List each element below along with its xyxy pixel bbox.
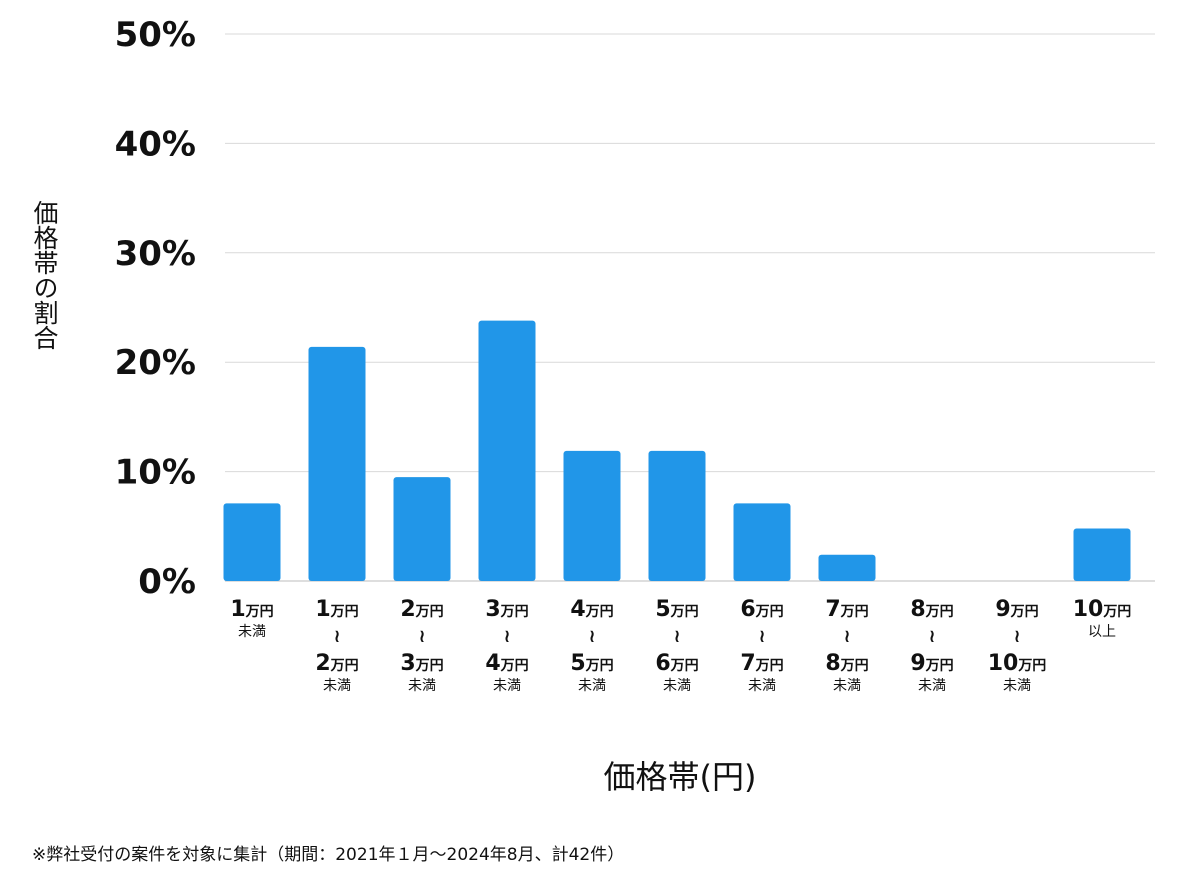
x-tick-label: 2万円 <box>315 651 358 676</box>
bar <box>223 503 281 581</box>
y-tick-label: 10% <box>115 453 196 493</box>
bar <box>308 346 366 581</box>
x-tick-label: 1万円 <box>230 597 273 622</box>
x-tick-label: 4万円 <box>485 651 528 676</box>
x-tick-tilde: ≀ <box>589 626 596 647</box>
x-tick-note: 未満 <box>323 678 351 694</box>
x-tick-note: 未満 <box>408 678 436 694</box>
x-tick-note: 未満 <box>833 678 861 694</box>
x-tick-tilde: ≀ <box>674 626 681 647</box>
x-tick-label: 10万円 <box>988 651 1047 676</box>
x-tick-note: 未満 <box>918 678 946 694</box>
bar <box>818 554 876 581</box>
bar <box>478 320 536 581</box>
x-tick-label: 7万円 <box>740 651 783 676</box>
x-tick-label: 1万円 <box>315 597 358 622</box>
bar <box>648 450 706 581</box>
bar <box>563 450 621 581</box>
x-tick-note: 未満 <box>238 624 266 640</box>
footnote: ※弊社受付の案件を対象に集計（期間：2021年１月～2024年8月、計42件） <box>32 845 625 865</box>
x-tick-label: 5万円 <box>570 651 613 676</box>
x-tick-label: 3万円 <box>485 597 528 622</box>
x-tick-tilde: ≀ <box>334 626 341 647</box>
x-tick-note: 以上 <box>1088 624 1116 640</box>
x-tick-note: 未満 <box>578 678 606 694</box>
x-tick-note: 未満 <box>493 678 521 694</box>
x-tick-label: 9万円 <box>910 651 953 676</box>
y-axis-label: 価格帯の割合 <box>30 200 59 350</box>
x-tick-label: 6万円 <box>740 597 783 622</box>
y-tick-label: 20% <box>115 343 196 383</box>
x-tick-tilde: ≀ <box>844 626 851 647</box>
bar <box>1073 528 1131 581</box>
x-tick-tilde: ≀ <box>929 626 936 647</box>
bar <box>733 503 791 581</box>
bar <box>393 477 451 581</box>
x-tick-note: 未満 <box>748 678 776 694</box>
x-tick-label: 6万円 <box>655 651 698 676</box>
x-tick-note: 未満 <box>1003 678 1031 694</box>
x-tick-tilde: ≀ <box>504 626 511 647</box>
x-tick-label: 4万円 <box>570 597 613 622</box>
x-tick-tilde: ≀ <box>759 626 766 647</box>
y-tick-label: 0% <box>138 562 196 602</box>
x-tick-note: 未満 <box>663 678 691 694</box>
x-tick-label: 5万円 <box>655 597 698 622</box>
y-tick-label: 50% <box>115 15 196 55</box>
x-axis-label: 価格帯(円) <box>603 758 757 796</box>
x-tick-label: 3万円 <box>400 651 443 676</box>
x-tick-tilde: ≀ <box>419 626 426 647</box>
x-tick-label: 2万円 <box>400 597 443 622</box>
x-tick-tilde: ≀ <box>1014 626 1021 647</box>
x-tick-label: 10万円 <box>1073 597 1132 622</box>
x-tick-label: 7万円 <box>825 597 868 622</box>
y-tick-label: 40% <box>115 124 196 164</box>
x-tick-label: 8万円 <box>910 597 953 622</box>
x-tick-label: 8万円 <box>825 651 868 676</box>
x-tick-label: 9万円 <box>995 597 1038 622</box>
y-tick-label: 30% <box>115 234 196 274</box>
